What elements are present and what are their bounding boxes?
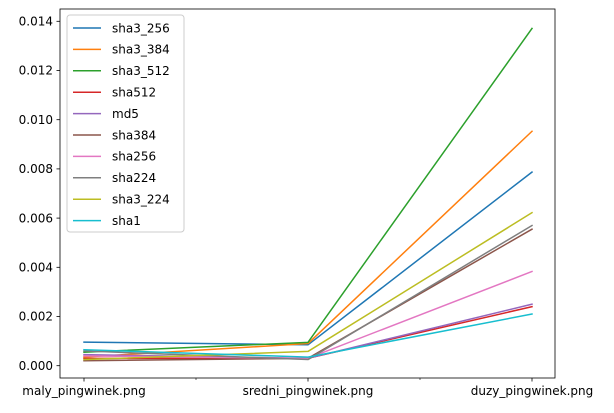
legend: sha3_256 sha3_384 sha3_512 sha512 md5 sha384 s…: [66, 14, 185, 233]
legend-label-sha1: sha1: [112, 214, 141, 228]
plot-area: [83, 27, 534, 362]
legend-label-sha256: sha256: [112, 150, 156, 164]
legend-label-sha384: sha384: [112, 128, 156, 142]
y-tick-label: 0.004: [19, 261, 53, 275]
y-tick-label: 0.008: [19, 162, 53, 176]
series-line-md5: [83, 303, 533, 360]
x-tick-label: duzy_pingwinek.png: [471, 384, 594, 398]
series-line-sha3_256: [83, 171, 534, 346]
x-tick-label: sredni_pingwinek.png: [243, 384, 374, 398]
y-tick-label: 0.006: [19, 211, 53, 225]
y-tick-label: 0.014: [19, 15, 53, 29]
series-line-sha3_512: [83, 27, 534, 353]
legend-label-sha3_224: sha3_224: [112, 193, 170, 207]
series-line-sha1: [83, 313, 533, 358]
legend-label-sha224: sha224: [112, 171, 156, 185]
x-tick-label: maly_pingwinek.png: [22, 384, 145, 398]
legend-label-sha512: sha512: [112, 86, 156, 100]
legend-label-sha3_256: sha3_256: [112, 21, 170, 35]
y-tick-label: 0.002: [19, 310, 53, 324]
legend-label-sha3_512: sha3_512: [112, 64, 170, 78]
axes: 0.000 0.002 0.004 0.006 0.008 0.010 0.012 0.014…: [19, 8, 594, 398]
series-line-sha3_224: [83, 211, 534, 361]
legend-label-sha3_384: sha3_384: [112, 43, 170, 57]
axes-frame: [59, 8, 556, 379]
series-line-sha384: [83, 228, 534, 362]
legend-label-md5: md5: [112, 107, 139, 121]
y-tick-label: 0.012: [19, 64, 53, 78]
y-tick-label: 0.000: [19, 359, 53, 373]
series-line-sha224: [83, 224, 534, 361]
y-tick-label: 0.010: [19, 113, 53, 127]
